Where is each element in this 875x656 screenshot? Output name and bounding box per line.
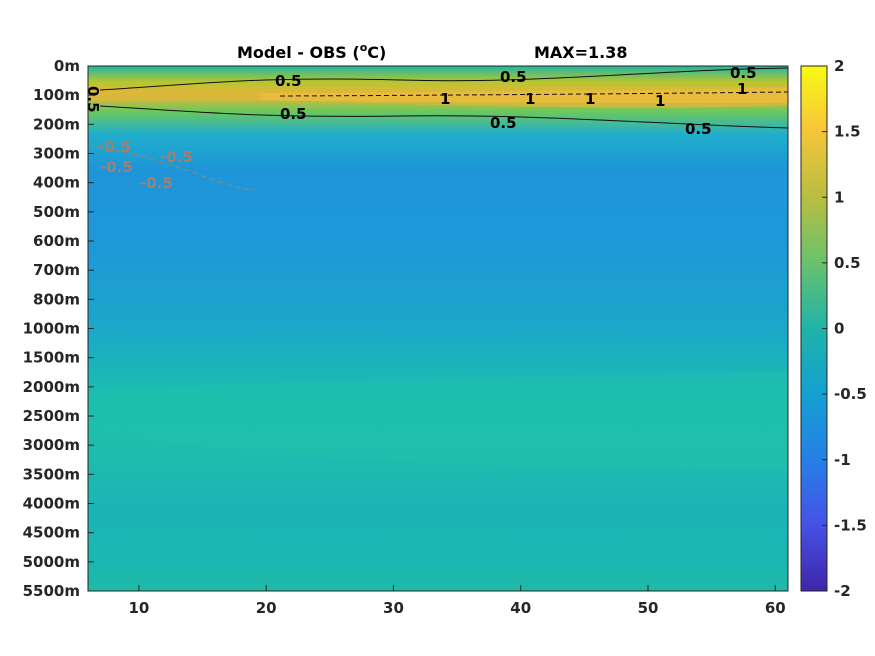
colorbar-tick-label: 2: [834, 57, 844, 75]
y-tick-label: 3000m: [23, 436, 80, 454]
y-tick-label: 4500m: [23, 524, 80, 542]
plot-area: [88, 66, 788, 591]
y-tick-label: 2500m: [23, 407, 80, 425]
contour-label: 0.5: [84, 86, 102, 113]
contour-label: 0.5: [685, 120, 712, 138]
contour-label: 0.5: [275, 72, 302, 90]
x-tick-label: 50: [638, 599, 659, 617]
chart-title: Model - OBS (oC): [237, 41, 386, 62]
max-label: MAX=1.38: [534, 43, 628, 62]
contour-label: 1: [655, 92, 665, 110]
contour-line-upper: [99, 67, 788, 91]
x-tick-label: 40: [510, 599, 531, 617]
colorbar-tick-label: -0.5: [834, 385, 867, 403]
y-tick-label: 500m: [33, 203, 80, 221]
contour-label: 1: [585, 90, 595, 108]
deep-band: [88, 372, 788, 470]
warm-core: [260, 88, 788, 104]
contour-label-negative: -0.5: [140, 174, 173, 192]
y-tick-label: 5000m: [23, 553, 80, 571]
contour-label: 0.5: [500, 68, 527, 86]
contour-label: 0.5: [490, 114, 517, 132]
contour-label-negative: -0.5: [98, 138, 131, 156]
contour-label-negative: -0.5: [160, 148, 193, 166]
contour-line-negative: [88, 144, 256, 191]
colorbar-tick-label: -2: [834, 582, 851, 600]
colorbar-tick-label: -1: [834, 451, 851, 469]
y-tick-label: 200m: [33, 115, 80, 133]
title-unit: C): [367, 43, 386, 62]
colorbar-tick-label: 1: [834, 188, 844, 206]
y-tick-label: 300m: [33, 145, 80, 163]
contour-line-lower: [99, 105, 788, 129]
colorbar-tick-label: 0: [834, 320, 844, 338]
contour-label: 1: [440, 90, 450, 108]
x-tick-label: 30: [383, 599, 404, 617]
colorbar-tick-label: 0.5: [834, 254, 861, 272]
colorbar-tick-label: 1.5: [834, 123, 861, 141]
y-tick-label: 2000m: [23, 378, 80, 396]
y-tick-label: 600m: [33, 232, 80, 250]
y-tick-label: 400m: [33, 174, 80, 192]
y-tick-label: 800m: [33, 290, 80, 308]
y-tick-label: 700m: [33, 261, 80, 279]
heatmap-field: [88, 66, 788, 591]
y-tick-label: 3500m: [23, 465, 80, 483]
y-tick-label: 1000m: [23, 320, 80, 338]
contour-label-negative: -0.5: [100, 158, 133, 176]
x-tick-label: 20: [256, 599, 277, 617]
y-tick-label: 0m: [54, 57, 80, 75]
contour-line-core: [279, 91, 788, 97]
y-tick-label: 100m: [33, 86, 80, 104]
x-axis: 10 20 30 40 50 60: [128, 585, 786, 617]
x-tick-label: 60: [765, 599, 786, 617]
y-axis: 0m 100m 200m 300m 400m 500m 600m 700m 800m 1000m 1…: [23, 57, 94, 600]
y-tick-label: 4000m: [23, 495, 80, 513]
y-tick-label: 5500m: [23, 582, 80, 600]
contour-label: 1: [525, 90, 535, 108]
contour-label: 1: [737, 80, 747, 98]
y-tick-label: 1500m: [23, 349, 80, 367]
title-unit-sup: o: [360, 41, 368, 54]
colorbar-axis: 2 1.5 1 0.5 0 -0.5 -1 -1.5 -2: [822, 57, 867, 600]
contour-label: 0.5: [730, 64, 757, 82]
contour-label: 0.5: [280, 105, 307, 123]
colorbar-tick-label: -1.5: [834, 516, 867, 534]
x-tick-label: 10: [128, 599, 149, 617]
